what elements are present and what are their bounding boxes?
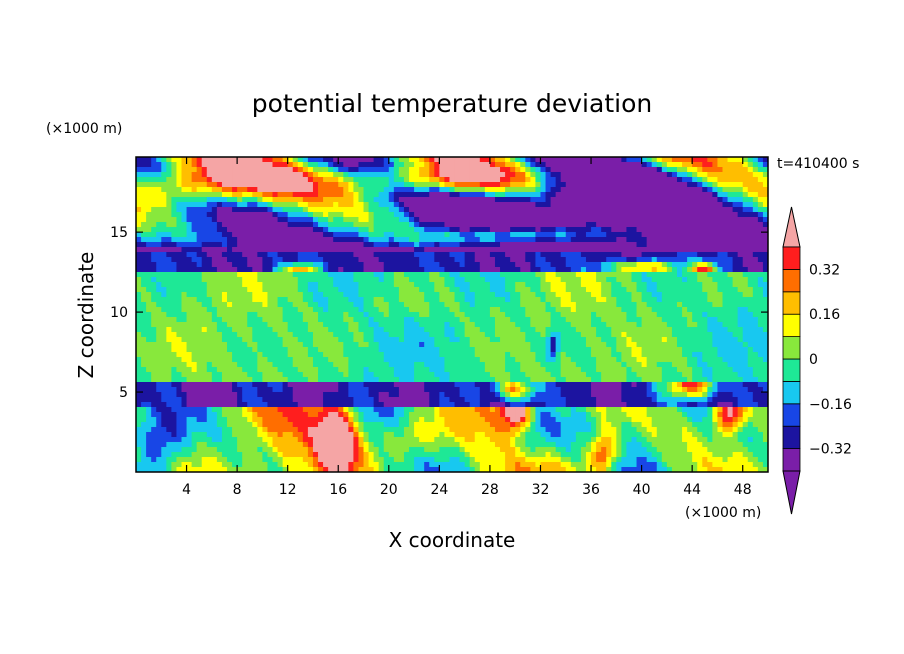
x-tick-label: 40: [633, 482, 651, 498]
x-tick-label: 8: [233, 482, 242, 498]
colorbar: 0.32 0.16 0 −0.16 −0.32: [782, 206, 852, 515]
colorbar-swatch: [782, 291, 801, 315]
colorbar-swatch: [782, 336, 801, 360]
colorbar-tick-label: 0.16: [809, 307, 840, 323]
y-unit-label: (×1000 m): [46, 121, 122, 137]
x-tick-label: 4: [182, 482, 191, 498]
colorbar-swatch: [782, 313, 801, 338]
x-tick-label: 36: [582, 482, 600, 498]
colorbar-swatch: [782, 246, 801, 270]
colorbar-swatch: [782, 380, 801, 405]
colorbar-swatch: [782, 358, 801, 382]
x-tick-label: 28: [481, 482, 499, 498]
colorbar-under-triangle: [782, 470, 801, 515]
colorbar-swatch: [782, 403, 801, 427]
contour-field: [136, 157, 768, 472]
colorbar-tick-label: 0.32: [809, 262, 840, 278]
x-tick-label: 16: [329, 482, 347, 498]
colorbar-swatch: [782, 425, 801, 450]
colorbar-tick-label: 0: [809, 352, 818, 368]
chart-title: potential temperature deviation: [252, 89, 652, 118]
x-tick-label: 12: [279, 482, 297, 498]
x-axis: 4 8 12 16 20 24 28 32 36 40 44 48: [182, 157, 752, 498]
x-tick-label: 20: [380, 482, 398, 498]
y-tick-label: 15: [110, 225, 128, 241]
colorbar-over-triangle: [782, 206, 801, 248]
plot-frame: [135, 156, 769, 473]
x-tick-label: 44: [683, 482, 701, 498]
y-tick-label: 5: [119, 385, 128, 401]
x-tick-label: 48: [734, 482, 752, 498]
x-axis-label: X coordinate: [389, 528, 516, 552]
x-tick-label: 32: [532, 482, 550, 498]
y-axis-label: Z coordinate: [74, 252, 98, 379]
y-tick-label: 10: [110, 305, 128, 321]
y-axis: 5 10 15: [110, 225, 768, 401]
time-label: t=410400 s: [777, 156, 859, 172]
colorbar-tick-label: −0.32: [809, 442, 852, 458]
colorbar-swatch: [782, 448, 801, 472]
x-unit-label: (×1000 m): [685, 505, 761, 521]
colorbar-tick-label: −0.16: [809, 397, 852, 413]
colorbar-swatch: [782, 268, 801, 293]
x-tick-label: 24: [430, 482, 448, 498]
